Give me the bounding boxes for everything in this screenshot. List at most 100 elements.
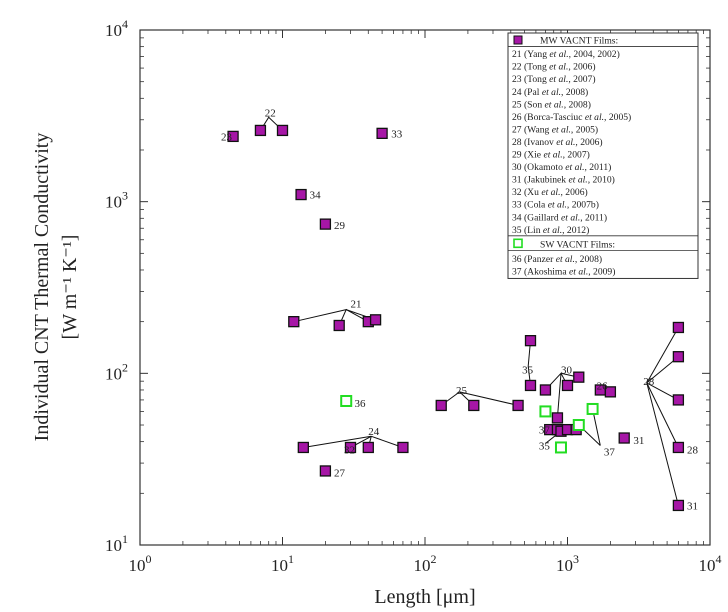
- mw-vacnt-point: [561, 379, 574, 392]
- mw-vacnt-point: [362, 441, 374, 454]
- leader-line: [646, 382, 679, 506]
- y-tick-label: 104: [105, 17, 128, 40]
- mw-vacnt-point: [672, 321, 685, 334]
- legend-entry: 34 (Gaillard et al., 2011): [512, 212, 607, 223]
- legend: MW VACNT Films: 21 (Yang et al., 2004, 20…: [507, 32, 699, 279]
- point-annotation: 32: [344, 445, 355, 457]
- x-tick-label: 104: [699, 552, 722, 575]
- mw-vacnt-point: [344, 441, 357, 454]
- legend-entry: 30 (Okamoto et al., 2011): [512, 162, 611, 173]
- mw-vacnt-point: [435, 399, 447, 412]
- legend-sw-header: SW VACNT Films:: [540, 239, 615, 250]
- data-points: [227, 124, 685, 512]
- legend-entry: 32 (Xu et al., 2006): [512, 187, 588, 198]
- mw-vacnt-point: [319, 218, 332, 230]
- mw-vacnt-point: [376, 127, 388, 140]
- legend-entry: 31 (Jakubinek et al., 2010): [512, 175, 615, 186]
- point-annotation: 28: [687, 445, 699, 457]
- point-annotation: 24: [368, 426, 380, 438]
- mw-vacnt-point: [672, 394, 685, 406]
- legend-entry: 36 (Panzer et al., 2008): [512, 254, 602, 265]
- point-annotation: 23: [221, 131, 233, 143]
- sw-vacnt-point: [572, 419, 585, 432]
- mw-vacnt-point: [573, 371, 585, 383]
- mw-vacnt-point: [512, 399, 524, 412]
- mw-vacnt-point: [295, 188, 307, 201]
- legend-mw-marker: [513, 35, 523, 45]
- mw-vacnt-point: [604, 386, 617, 398]
- mw-vacnt-point: [297, 441, 309, 454]
- x-tick-label: 101: [271, 552, 294, 575]
- point-annotation: 28: [643, 376, 655, 388]
- mw-vacnt-point: [539, 384, 552, 396]
- mw-vacnt-point: [524, 379, 537, 392]
- mw-vacnt-point: [524, 335, 537, 347]
- leader-line: [459, 391, 519, 406]
- point-annotation: 31: [687, 500, 698, 512]
- leader-line: [303, 435, 372, 448]
- legend-entry: 27 (Wang et al., 2005): [512, 124, 598, 135]
- point-annotation: 37: [604, 447, 616, 459]
- point-annotations: 22 23 33 34 29 21 36 25 24 32 27 35 30 26 28 37 35 37 31 28…: [221, 108, 699, 513]
- mw-vacnt-point: [618, 432, 630, 444]
- point-annotation: 26: [597, 380, 609, 392]
- mw-vacnt-point: [672, 499, 685, 512]
- sw-vacnt-point: [539, 405, 552, 418]
- legend-entry: 28 (Ivanov et al., 2006): [512, 137, 603, 148]
- legend-entry: 37 (Akoshima et al., 2009): [512, 266, 615, 277]
- mw-vacnt-point: [397, 441, 409, 454]
- y-tick-label: 101: [105, 532, 128, 555]
- mw-vacnt-point: [288, 316, 300, 328]
- mw-vacnt-point: [672, 441, 685, 454]
- legend-mw-header: MW VACNT Films:: [540, 36, 618, 47]
- leader-line: [592, 408, 601, 446]
- legend-entry: 25 (Son et al., 2008): [512, 99, 591, 110]
- point-annotation: 30: [561, 365, 573, 377]
- legend-entry: 21 (Yang et al., 2004, 2002): [512, 49, 620, 60]
- point-annotation: 33: [391, 128, 403, 140]
- legend-entry: 33 (Cola et al., 2007b): [512, 200, 599, 211]
- legend-entry: 29 (Xie et al., 2007): [512, 150, 590, 161]
- legend-entry: 26 (Borca-Tasciuc et al., 2005): [512, 112, 631, 123]
- y-tick-label: 102: [105, 360, 128, 383]
- y-axis-label-line1: Individual CNT Thermal Conductivity: [31, 133, 53, 442]
- mw-vacnt-point: [319, 465, 332, 477]
- mw-vacnt-point: [276, 124, 289, 137]
- sw-vacnt-point: [340, 394, 353, 407]
- x-tick-label: 103: [556, 552, 579, 575]
- mw-vacnt-point: [254, 124, 267, 137]
- sw-vacnt-point: [586, 402, 599, 415]
- mw-vacnt-point: [551, 412, 564, 424]
- point-annotation: 37: [539, 425, 551, 437]
- legend-entry: 24 (Pal et al., 2008): [512, 87, 588, 98]
- mw-vacnt-point: [227, 130, 239, 143]
- leader-line: [556, 373, 562, 418]
- point-annotation: 21: [350, 299, 361, 311]
- legend-entry: 23 (Tong et al., 2007): [512, 74, 596, 85]
- y-tick-label: 103: [105, 189, 128, 212]
- point-annotation: 22: [265, 108, 276, 120]
- point-annotation: 35: [539, 440, 551, 452]
- y-axis-label-line2: [W m⁻¹ K⁻¹]: [59, 235, 81, 340]
- leader-line: [646, 327, 679, 384]
- mw-vacnt-point: [333, 319, 345, 332]
- x-axis-label: Length [μm]: [374, 586, 475, 608]
- mw-vacnt-point: [369, 314, 382, 326]
- legend-sw-marker: [513, 238, 523, 249]
- leader-line: [527, 340, 531, 386]
- point-annotation: 29: [334, 220, 346, 232]
- mw-vacnt-point: [468, 399, 480, 412]
- legend-entry: 22 (Tong et al., 2006): [512, 62, 596, 73]
- point-annotation: 36: [354, 398, 366, 410]
- point-annotation: 34: [310, 190, 322, 202]
- mw-vacnt-point: [672, 351, 685, 363]
- point-annotation: 31: [633, 435, 644, 447]
- point-annotation: 25: [456, 385, 468, 397]
- point-annotation: 35: [522, 365, 534, 377]
- leader-line: [646, 382, 679, 448]
- point-annotation: 27: [334, 467, 346, 479]
- x-tick-label: 100: [129, 552, 152, 575]
- legend-entry: 35 (Lin et al., 2012): [512, 225, 589, 236]
